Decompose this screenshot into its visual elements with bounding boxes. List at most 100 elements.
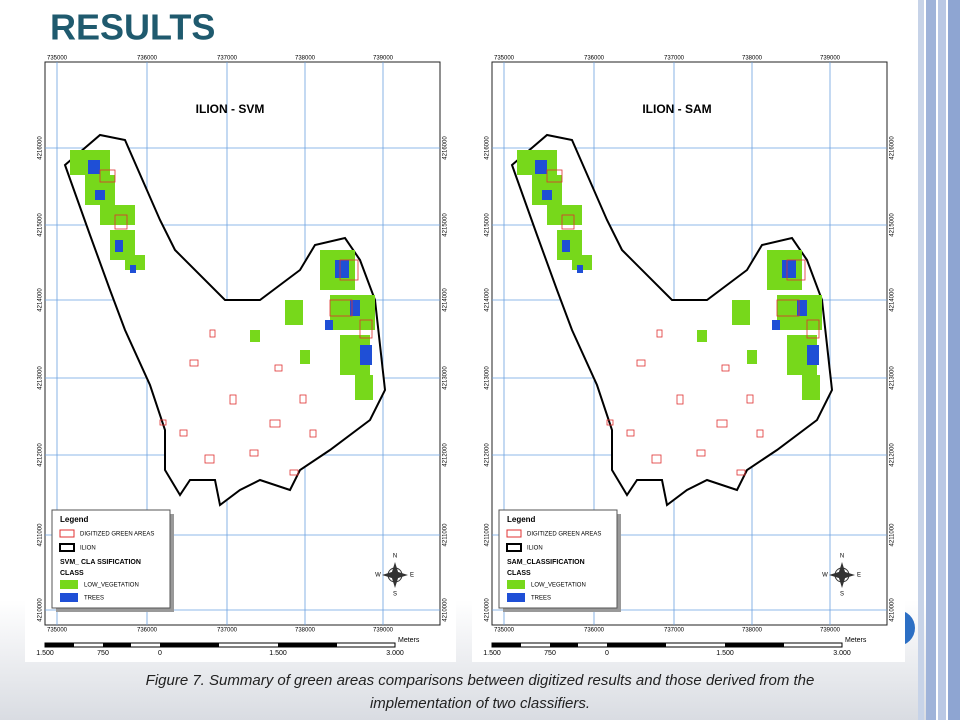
compass-label: W bbox=[375, 573, 381, 579]
x-coord-label: 735000 bbox=[47, 56, 68, 62]
legend-item: LOW_VEGETATION bbox=[84, 583, 139, 589]
legend-swatch bbox=[59, 543, 75, 552]
trees bbox=[115, 240, 123, 252]
scale-segment bbox=[278, 643, 337, 647]
digitized-area bbox=[299, 394, 307, 404]
x-coord-label: 738000 bbox=[742, 628, 763, 634]
x-coord-label: 738000 bbox=[295, 628, 316, 634]
y-coord-label: 4214000 bbox=[485, 288, 491, 312]
y-coord-label: 4211000 bbox=[485, 523, 491, 547]
scale-label: 1.500 bbox=[269, 650, 287, 657]
legend-item: TREES bbox=[84, 596, 104, 602]
scale-unit: Meters bbox=[845, 637, 867, 644]
boundary bbox=[510, 133, 834, 507]
y-coord-label: 4212000 bbox=[38, 443, 44, 467]
y-coord-label: 4214000 bbox=[890, 288, 896, 312]
digitized-area bbox=[189, 359, 199, 367]
legend-title: Legend bbox=[507, 515, 536, 524]
x-coord-label: 736000 bbox=[137, 628, 158, 634]
legend-class-title: SAM_CLASSIFICATION bbox=[507, 559, 585, 566]
scale-label: 3.000 bbox=[833, 650, 851, 657]
scale-segment bbox=[550, 643, 578, 647]
stripe bbox=[948, 0, 960, 720]
digitized-area bbox=[776, 299, 800, 317]
digitized-area bbox=[329, 299, 353, 317]
legend-swatch bbox=[506, 543, 522, 552]
digitized-area bbox=[651, 454, 662, 464]
digitized-area bbox=[309, 429, 317, 438]
scale-segment bbox=[607, 643, 666, 647]
compass-label: S bbox=[840, 592, 844, 598]
x-coord-label: 739000 bbox=[373, 628, 394, 634]
digitized-area bbox=[114, 214, 128, 230]
legend-class-label: CLASS bbox=[60, 570, 84, 577]
y-coord-label: 4212000 bbox=[485, 443, 491, 467]
x-coord-label: 737000 bbox=[217, 56, 238, 62]
trees bbox=[577, 265, 583, 273]
y-coord-label: 4210000 bbox=[38, 598, 44, 622]
x-coord-label: 738000 bbox=[742, 56, 763, 62]
low-vegetation bbox=[250, 330, 260, 342]
trees bbox=[95, 190, 105, 200]
digitized-area bbox=[339, 259, 359, 281]
digitized-area bbox=[721, 364, 730, 372]
y-coord-label: 4210000 bbox=[485, 598, 491, 622]
x-coord-label: 738000 bbox=[295, 56, 316, 62]
compass-label: W bbox=[822, 573, 828, 579]
compass-label: N bbox=[393, 554, 397, 560]
legend-class-label: CLASS bbox=[507, 570, 531, 577]
y-coord-label: 4215000 bbox=[890, 213, 896, 237]
y-coord-label: 4210000 bbox=[890, 598, 896, 622]
x-coord-label: 737000 bbox=[217, 628, 238, 634]
low-vegetation bbox=[747, 350, 757, 364]
x-coord-label: 735000 bbox=[494, 56, 515, 62]
x-coord-label: 736000 bbox=[584, 628, 605, 634]
legend-swatch bbox=[60, 580, 78, 589]
trees bbox=[88, 160, 100, 174]
y-coord-label: 4212000 bbox=[890, 443, 896, 467]
scale-label: 750 bbox=[544, 650, 556, 657]
trees bbox=[542, 190, 552, 200]
digitized-area bbox=[756, 429, 764, 438]
trees bbox=[782, 260, 796, 278]
digitized-area bbox=[289, 469, 299, 476]
digitized-area bbox=[546, 169, 563, 183]
scale-unit: Meters bbox=[398, 637, 420, 644]
legend-item: DIGITIZED GREEN AREAS bbox=[527, 532, 601, 538]
trees bbox=[772, 320, 780, 330]
map-frame bbox=[44, 61, 441, 626]
x-coord-label: 735000 bbox=[494, 628, 515, 634]
scale-segment bbox=[725, 643, 784, 647]
digitized-area bbox=[696, 449, 706, 457]
y-coord-label: 4213000 bbox=[443, 366, 449, 390]
compass-label: N bbox=[840, 554, 844, 560]
y-coord-label: 4210000 bbox=[443, 598, 449, 622]
scale-label: 1.500 bbox=[483, 650, 501, 657]
y-coord-label: 4215000 bbox=[443, 213, 449, 237]
scale-bar bbox=[491, 642, 843, 648]
scale-segment bbox=[160, 643, 219, 647]
stripe bbox=[938, 0, 946, 720]
trees bbox=[130, 265, 136, 273]
y-coord-label: 4216000 bbox=[443, 136, 449, 160]
caption: Figure 7. Summary of green areas compari… bbox=[146, 672, 815, 689]
digitized-area bbox=[561, 214, 575, 230]
y-coord-label: 4213000 bbox=[485, 366, 491, 390]
low-vegetation bbox=[802, 375, 820, 400]
compass-ring bbox=[387, 567, 403, 583]
legend-swatch bbox=[507, 593, 525, 602]
x-coord-label: 735000 bbox=[47, 628, 68, 634]
compass bbox=[829, 562, 855, 588]
digitized-area bbox=[249, 449, 259, 457]
digitized-area bbox=[806, 319, 820, 339]
scale-label: 1.500 bbox=[716, 650, 734, 657]
compass-label: E bbox=[410, 573, 414, 579]
low-vegetation bbox=[285, 300, 303, 325]
legend-swatch bbox=[60, 593, 78, 602]
digitized-area bbox=[204, 454, 215, 464]
legend bbox=[51, 509, 171, 609]
digitized-area bbox=[716, 419, 728, 428]
y-coord-label: 4215000 bbox=[485, 213, 491, 237]
scale-segment bbox=[45, 643, 74, 647]
